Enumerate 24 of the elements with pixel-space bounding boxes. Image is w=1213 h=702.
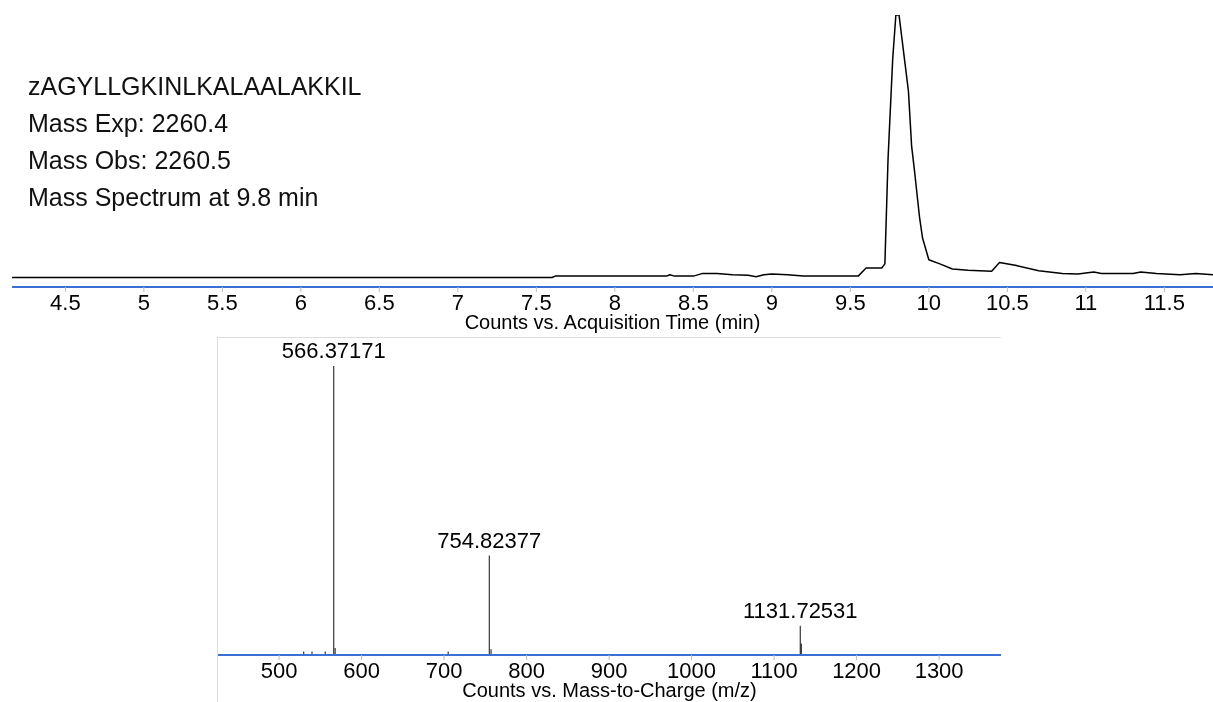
x-tick-label: 6 (294, 289, 307, 315)
x-tick-label: 500 (260, 657, 298, 683)
x-tick-label: 1300 (914, 657, 964, 683)
x-tick-label: 5 (137, 289, 150, 315)
annotation: 754.82377 (437, 527, 542, 553)
x-tick-label: 7 (451, 289, 464, 315)
x-tick-label: 700 (425, 657, 463, 683)
annotation: 1131.72531 (742, 597, 858, 623)
x-tick-label: 4.5 (50, 289, 81, 315)
x-tick-label: 10 (916, 289, 942, 315)
x-tick-label: 5.5 (207, 289, 238, 315)
annotation: zAGYLLGKINLKALAALAKKIL (28, 71, 362, 102)
x-tick-label: 6.5 (364, 289, 395, 315)
x-tick-label: 9 (765, 289, 778, 315)
x-tick-label: 9.5 (835, 289, 866, 315)
x-tick-label: 1200 (832, 657, 882, 683)
annotation: Mass Spectrum at 9.8 min (28, 182, 320, 213)
x-tick-label: 11.5 (1143, 289, 1185, 315)
x-tick-label: 10.5 (985, 289, 1029, 315)
annotation: Mass Obs: 2260.5 (28, 145, 232, 176)
annotation: 566.37171 (281, 338, 386, 363)
x-tick-label: 11 (1074, 289, 1098, 315)
annotation: Mass Exp: 2260.4 (28, 108, 230, 139)
x-tick-label: 600 (343, 657, 380, 683)
